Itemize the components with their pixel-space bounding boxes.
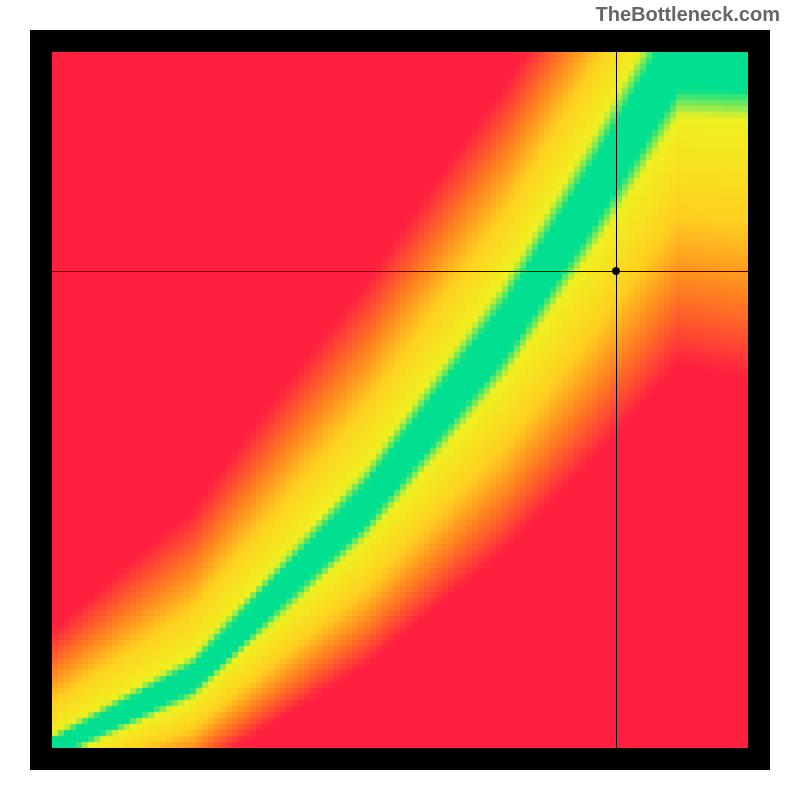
crosshair-vertical bbox=[616, 52, 617, 748]
heatmap-canvas bbox=[52, 52, 748, 748]
crosshair-marker-dot bbox=[612, 267, 620, 275]
chart-container: TheBottleneck.com bbox=[0, 0, 800, 800]
watermark-text: TheBottleneck.com bbox=[596, 4, 780, 27]
chart-frame bbox=[30, 30, 770, 770]
crosshair-horizontal bbox=[52, 271, 748, 272]
